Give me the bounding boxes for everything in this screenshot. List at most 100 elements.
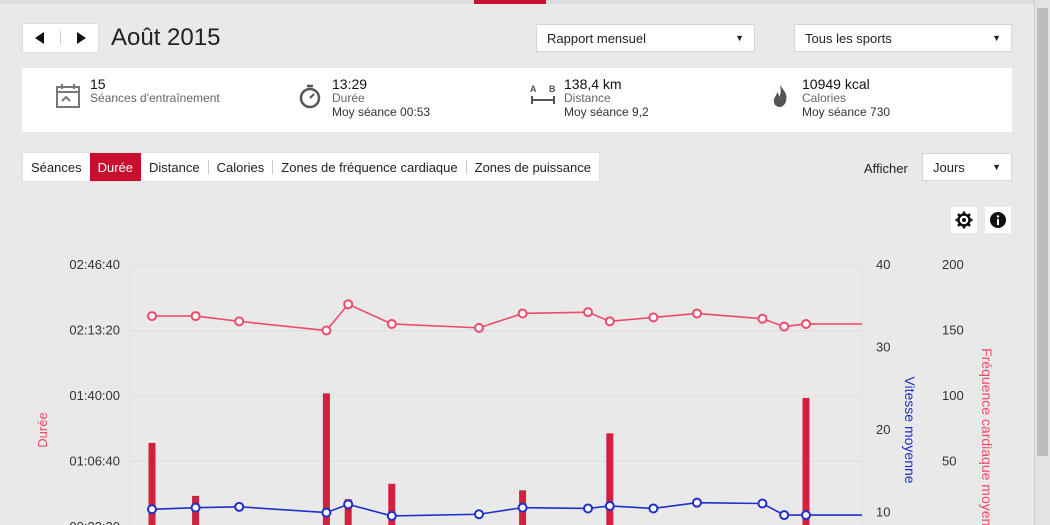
sessions-label: Séances d'entraînement	[90, 91, 220, 105]
y-tick-label-speed: 10	[876, 505, 890, 520]
y-tick-label-heart-rate: 150	[942, 323, 964, 338]
granularity-value: Jours	[933, 159, 965, 175]
tab-power-zones[interactable]: Zones de puissance	[474, 159, 591, 175]
speed-point	[147, 504, 157, 515]
triangle-right-icon	[77, 32, 86, 44]
duration-bar	[606, 433, 614, 525]
tab-divider	[207, 160, 209, 174]
info-button[interactable]	[985, 207, 1011, 233]
report-type-select[interactable]: Rapport mensuel ▼	[536, 24, 755, 52]
info-icon	[990, 212, 1006, 228]
y-tick-label-duration: 02:13:20	[69, 323, 120, 338]
heart-rate-point	[517, 308, 528, 319]
svg-text:B: B	[549, 84, 556, 94]
calendar-icon	[56, 84, 80, 108]
prev-month-button[interactable]	[26, 23, 54, 53]
distance-value: 138,4 km	[564, 76, 622, 92]
speed-point	[583, 503, 593, 514]
distance-label: Distance	[564, 91, 611, 105]
tab-divider	[272, 160, 274, 174]
heart-rate-line	[152, 303, 862, 332]
summary-calories: 10949 kcal Calories Moy séance 730	[766, 77, 890, 119]
heart-rate-point	[386, 318, 397, 329]
y-tick-label-duration: 00:33:20	[69, 519, 120, 525]
speed-point	[234, 501, 245, 512]
period-header: Août 2015	[22, 23, 220, 53]
speed-point	[474, 509, 484, 520]
page-title: Août 2015	[111, 24, 221, 51]
sport-filter-select[interactable]: Tous les sports ▼	[794, 24, 1012, 52]
duration-average: Moy séance 00:53	[332, 105, 431, 119]
duration-label: Durée	[332, 91, 365, 105]
heart-rate-point	[692, 308, 702, 319]
flame-icon	[773, 85, 787, 107]
y-tick-label-speed: 30	[876, 340, 890, 355]
scrollbar-thumb[interactable]	[1037, 8, 1048, 456]
svg-text:A: A	[530, 84, 537, 94]
tab-distance[interactable]: Distance	[149, 159, 200, 175]
y-tick-label-heart-rate: 200	[942, 257, 964, 272]
speed-point	[648, 503, 659, 514]
heart-rate-point	[757, 313, 768, 324]
calories-average: Moy séance 730	[802, 105, 891, 119]
duration-bar	[148, 442, 156, 525]
granularity-select[interactable]: Jours ▼	[922, 153, 1012, 181]
speed-point	[692, 497, 702, 508]
summary-panel: 15 Séances d'entraînement 13:29 Durée Mo…	[22, 68, 1012, 132]
calories-label: Calories	[802, 91, 847, 105]
speed-line	[151, 501, 862, 517]
heart-rate-point	[147, 311, 157, 322]
y-axis-title-speed: Vitesse moyenne	[902, 376, 918, 483]
tab-divider	[465, 160, 467, 174]
settings-button[interactable]	[951, 207, 977, 233]
tab-heart-rate-zones[interactable]: Zones de fréquence cardiaque	[281, 159, 458, 175]
speed-point	[801, 510, 811, 521]
period-nav	[22, 23, 99, 53]
y-axis-title-heart-rate: Fréquence cardiaque moyenne	[979, 348, 995, 525]
distance-average: Moy séance 9,2	[564, 105, 649, 119]
distance-icon: A B	[530, 84, 556, 104]
y-tick-label-duration: 01:40:00	[69, 388, 120, 403]
show-label: Afficher	[864, 161, 908, 176]
metric-tabs: Séances Durée Distance Calories Zones de…	[22, 152, 600, 182]
duration-value: 13:29	[332, 76, 368, 92]
duration-bar	[322, 393, 330, 525]
heart-rate-point	[583, 307, 593, 318]
heart-rate-point	[343, 299, 354, 310]
speed-point	[321, 507, 332, 518]
y-axis-title-duration: Durée	[35, 412, 50, 447]
sport-filter-value: Tous les sports	[805, 30, 892, 46]
speed-point	[190, 502, 201, 513]
gear-icon	[955, 211, 973, 229]
speed-point	[343, 499, 354, 510]
heart-rate-point	[321, 325, 332, 336]
summary-sessions: 15 Séances d'entraînement	[54, 77, 220, 111]
y-tick-label-speed: 20	[876, 422, 890, 437]
duration-chart: 02:46:40 02:13:20 01:40:00 01:06:40 00:33:20…	[35, 257, 995, 525]
speed-point	[779, 510, 790, 521]
nav-divider	[60, 31, 61, 45]
heart-rate-point	[801, 318, 811, 329]
y-tick-label-heart-rate: 100	[942, 388, 964, 403]
top-bar-active-indicator	[474, 0, 546, 4]
tab-sessions[interactable]: Séances	[31, 159, 82, 175]
y-tick-label-duration: 01:06:40	[69, 454, 120, 469]
tab-duration[interactable]: Durée	[89, 153, 142, 181]
calories-value: 10949 kcal	[802, 76, 870, 92]
speed-point	[757, 498, 768, 509]
heart-rate-point	[234, 316, 245, 327]
heart-rate-point	[648, 312, 659, 323]
duration-bar	[344, 499, 352, 525]
heart-rate-point	[474, 322, 484, 333]
speed-point	[386, 510, 397, 521]
scrollbar[interactable]	[1034, 0, 1050, 525]
y-tick-label-duration: 02:46:40	[69, 257, 120, 272]
y-tick-label-heart-rate: 50	[942, 454, 956, 469]
tab-calories[interactable]: Calories	[216, 159, 265, 175]
stopwatch-icon	[299, 84, 321, 109]
heart-rate-point	[779, 321, 790, 332]
speed-point	[604, 500, 615, 511]
next-month-button[interactable]	[67, 23, 95, 53]
duration-bar	[388, 483, 396, 525]
chevron-down-icon: ▼	[992, 162, 1001, 172]
